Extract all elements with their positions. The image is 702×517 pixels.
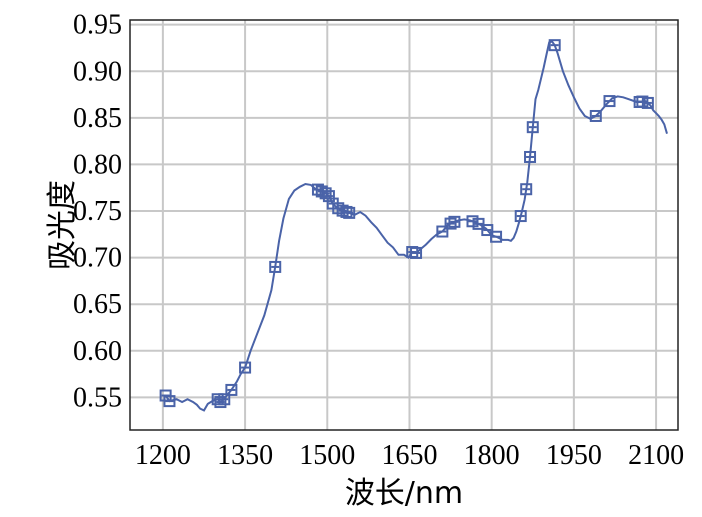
data-point-marker [336, 204, 349, 217]
y-tick-label: 0.55 [73, 382, 122, 413]
data-point-marker [214, 396, 227, 409]
data-point-marker [526, 121, 539, 134]
marker-square [163, 395, 176, 408]
y-axis-title: 吸光度 [45, 180, 80, 270]
marker-square [520, 183, 533, 196]
data-point-marker [269, 260, 282, 273]
marker-square [343, 206, 356, 219]
x-axis-title: 波长/nm [345, 476, 463, 511]
data-point-marker [641, 96, 654, 109]
data-point-marker [472, 217, 485, 230]
data-point-marker [436, 225, 449, 238]
marker-square [481, 224, 494, 237]
data-point-marker [589, 109, 602, 122]
x-axis-ticks: 1200 1350 1500 1650 1800 1950 2100 [135, 440, 684, 471]
data-point-marker [514, 210, 527, 223]
grid [130, 20, 678, 430]
marker-square [336, 204, 349, 217]
series-line-layer [164, 40, 668, 412]
marker-square [490, 230, 503, 243]
y-axis-ticks: 0.55 0.60 0.65 0.70 0.75 0.80 0.85 0.90 0.95 [73, 10, 122, 414]
marker-square [410, 246, 423, 259]
data-point-marker [343, 206, 356, 219]
data-point-marker [239, 361, 252, 374]
data-point-marker [218, 393, 231, 406]
marker-square [526, 121, 539, 134]
marker-square [548, 39, 561, 52]
data-point-marker [322, 190, 335, 203]
data-point-marker [448, 215, 461, 228]
data-point-marker [163, 395, 176, 408]
marker-square [466, 215, 479, 228]
marker-square [311, 183, 324, 196]
marker-square [514, 210, 527, 223]
marker-square [322, 190, 335, 203]
x-tick-label: 1200 [135, 440, 191, 471]
x-tick-label: 1500 [299, 440, 355, 471]
marker-square [603, 95, 616, 108]
y-tick-label: 0.60 [73, 336, 122, 367]
marker-square [436, 225, 449, 238]
y-tick-label: 0.70 [73, 243, 122, 274]
x-tick-label: 1650 [381, 440, 437, 471]
marker-square [472, 217, 485, 230]
y-tick-label: 0.80 [73, 149, 122, 180]
y-tick-label: 0.65 [73, 289, 122, 320]
y-tick-label: 0.85 [73, 103, 122, 134]
marker-square [239, 361, 252, 374]
markers-layer [159, 39, 654, 409]
marker-square [218, 393, 231, 406]
marker-square [524, 150, 537, 163]
marker-square [319, 187, 332, 200]
data-point-marker [490, 230, 503, 243]
data-point-marker [444, 217, 457, 230]
y-tick-label: 0.75 [73, 196, 122, 227]
y-tick-label: 0.90 [73, 56, 122, 87]
data-point-marker [524, 150, 537, 163]
marker-square [641, 96, 654, 109]
data-point-marker [481, 224, 494, 237]
data-point-marker [520, 183, 533, 196]
data-point-marker [603, 95, 616, 108]
data-point-marker [225, 383, 238, 396]
marker-square [214, 396, 227, 409]
marker-square [225, 383, 238, 396]
series-line [164, 40, 668, 412]
data-point-marker [548, 39, 561, 52]
y-tick-label: 0.95 [73, 10, 122, 41]
x-tick-label: 1950 [546, 440, 602, 471]
marker-square [589, 109, 602, 122]
marker-square [269, 260, 282, 273]
data-point-marker [466, 215, 479, 228]
plot-frame [129, 19, 679, 431]
marker-square [448, 215, 461, 228]
marker-square [444, 217, 457, 230]
x-tick-label: 1350 [217, 440, 273, 471]
x-tick-label: 2100 [628, 440, 684, 471]
data-point-marker [410, 246, 423, 259]
x-tick-label: 1800 [464, 440, 520, 471]
